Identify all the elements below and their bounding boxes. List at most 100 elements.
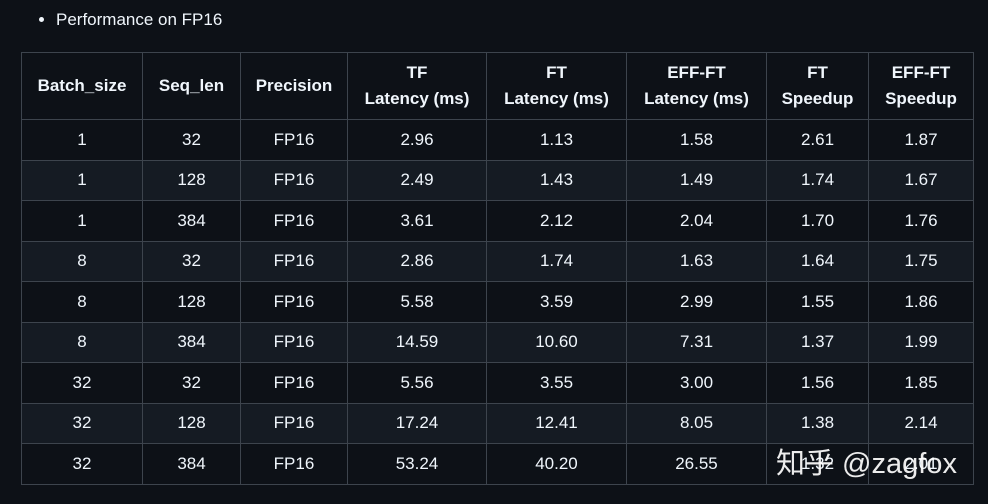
table-cell: 1.74 [486,240,627,282]
table-cell: 1.85 [868,362,974,404]
table-row: 8 384 FP16 14.59 10.60 7.31 1.37 1.99 [21,321,974,363]
table-cell: 32 [142,362,241,404]
table-row: 1 384 FP16 3.61 2.12 2.04 1.70 1.76 [21,200,974,242]
table-cell: 2.12 [486,200,627,242]
table-cell: 1.76 [868,200,974,242]
table-row: 8 32 FP16 2.86 1.74 1.63 1.64 1.75 [21,240,974,282]
table-cell: 128 [142,159,241,201]
table-cell: 14.59 [347,321,487,363]
table-cell: 2.99 [626,281,767,323]
table-cell: FP16 [240,362,348,404]
header-line: Seq_len [158,76,225,95]
header-cell: EFF-FT Latency (ms) [626,52,767,120]
table-cell: 384 [142,321,241,363]
table-cell: 1.75 [868,240,974,282]
header-line: FT [807,63,828,82]
table-cell: 8 [21,321,143,363]
table-cell: 5.58 [347,281,487,323]
table-cell: 17.24 [347,402,487,444]
table-cell: 1.13 [486,119,627,161]
header-cell: Precision [240,52,348,120]
table-cell: FP16 [240,159,348,201]
header-cell: Seq_len [142,52,241,120]
table-cell: 1.32 [766,443,869,485]
header-line: Batch_size [37,76,127,95]
table-cell: 2.86 [347,240,487,282]
table-cell: 3.59 [486,281,627,323]
table-row: 1 32 FP16 2.96 1.13 1.58 2.61 1.87 [21,119,974,161]
header-line: FT [546,63,567,82]
table-cell: FP16 [240,443,348,485]
table-cell: 26.55 [626,443,767,485]
header-line: Precision [255,76,333,95]
table-cell: 1.38 [766,402,869,444]
table-cell: 1.67 [868,159,974,201]
table-cell: 8.05 [626,402,767,444]
table-cell: 32 [21,362,143,404]
table-cell: 32 [142,240,241,282]
table-cell: 1.86 [868,281,974,323]
table-cell: 32 [21,402,143,444]
table-cell: 1.56 [766,362,869,404]
table-cell: 1.70 [766,200,869,242]
header-cell: Batch_size [21,52,143,120]
header-line: TF [406,63,428,82]
table-body: 1 32 FP16 2.96 1.13 1.58 2.61 1.87 1 128 FP16 2.49 1… [21,119,974,485]
watermark: 知乎 @zagfox [776,448,957,480]
table-cell: 1.37 [766,321,869,363]
table-cell: 384 [142,443,241,485]
table-cell: 1.74 [766,159,869,201]
bullet-item: Performance on FP16 [56,8,222,32]
table-cell: 128 [142,281,241,323]
header-cell: TF Latency (ms) [347,52,487,120]
table-cell: 1.55 [766,281,869,323]
table-cell: 3.00 [626,362,767,404]
table-cell: 1.87 [868,119,974,161]
header-line: Speedup [885,89,957,108]
header-cell: EFF-FT Speedup [868,52,974,120]
table-cell: 8 [21,240,143,282]
table-cell: 1.64 [766,240,869,282]
table-cell: 53.24 [347,443,487,485]
performance-table: Batch_size Seq_len Precision TF Latency (ms)… [21,52,974,485]
header-cell: FT Speedup [766,52,869,120]
header-row: Batch_size Seq_len Precision TF Latency (ms)… [21,52,974,120]
table-cell: 1.43 [486,159,627,201]
bullet-list: Performance on FP16 [40,8,222,32]
table-cell: 384 [142,200,241,242]
header-line: EFF-FT [667,63,726,82]
table-cell: 1 [21,200,143,242]
table-cell: 32 [142,119,241,161]
header-line: Speedup [781,89,854,108]
table-cell: 2.61 [766,119,869,161]
table-cell: FP16 [240,402,348,444]
header-line: Latency (ms) [644,89,749,108]
header-line: Latency (ms) [504,89,609,108]
table-cell: 2.49 [347,159,487,201]
table-cell: 7.31 [626,321,767,363]
table-cell: FP16 [240,240,348,282]
table-cell: FP16 [240,281,348,323]
table-cell: 128 [142,402,241,444]
table-cell: 8 [21,281,143,323]
table-row: 32 128 FP16 17.24 12.41 8.05 1.38 2.14 [21,402,974,444]
table-cell: 2.96 [347,119,487,161]
table-cell: 32 [21,443,143,485]
table-cell: 1 [21,119,143,161]
table-cell: 3.55 [486,362,627,404]
header-line: Latency (ms) [364,89,470,108]
table-cell: 40.20 [486,443,627,485]
table-cell: 3.61 [347,200,487,242]
table-row: 32 384 FP16 53.24 40.20 26.55 1.32 2.01 [21,443,974,485]
header-cell: FT Latency (ms) [486,52,627,120]
table-cell: 2.04 [626,200,767,242]
table-cell: 1 [21,159,143,201]
table-row: 1 128 FP16 2.49 1.43 1.49 1.74 1.67 [21,159,974,201]
header-line: EFF-FT [891,63,951,82]
table-cell: 2.01 [868,443,974,485]
table-cell: FP16 [240,119,348,161]
table-cell: 2.14 [868,402,974,444]
table-row: 32 32 FP16 5.56 3.55 3.00 1.56 1.85 [21,362,974,404]
table-cell: 1.49 [626,159,767,201]
